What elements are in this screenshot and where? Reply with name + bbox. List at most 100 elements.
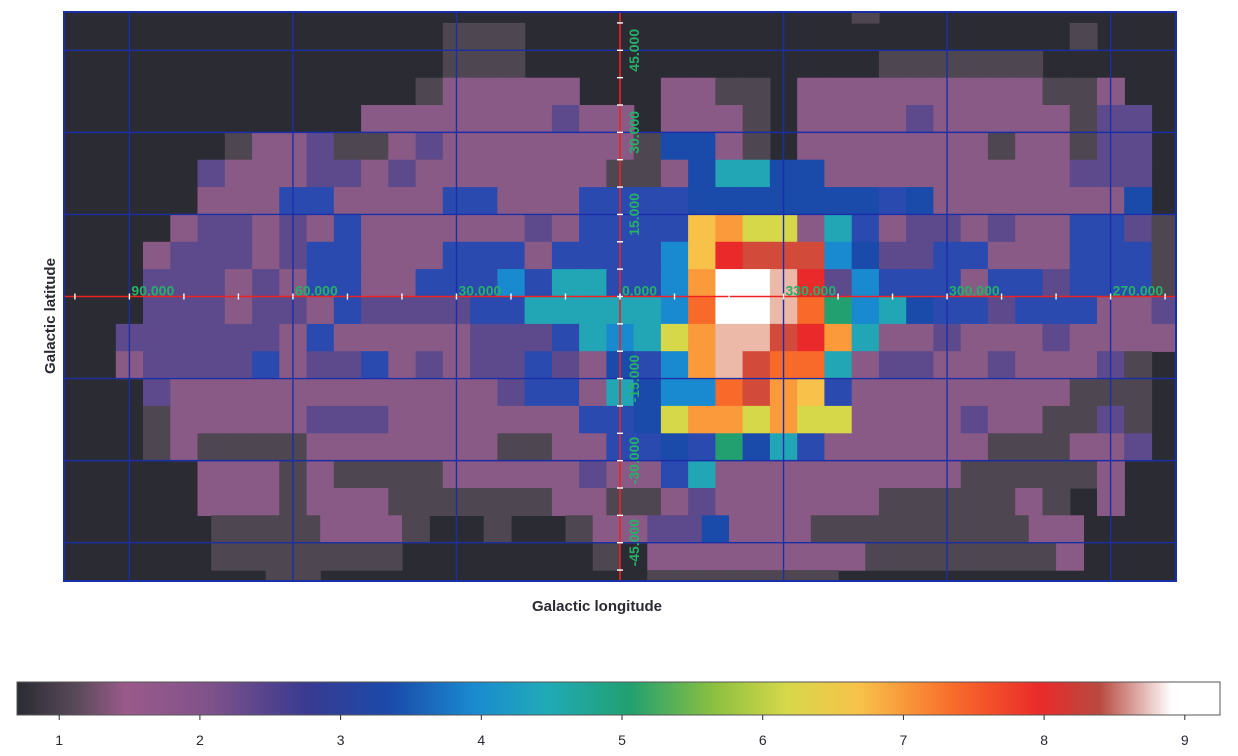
heatmap-cell <box>579 296 607 325</box>
heatmap-cell <box>224 132 253 161</box>
heatmap-cell <box>783 570 812 581</box>
heatmap-cell <box>470 187 498 216</box>
heatmap-cell <box>1015 159 1044 188</box>
heatmap-cell <box>838 515 866 544</box>
heatmap-cell <box>688 460 716 489</box>
heatmap-cell <box>1015 105 1044 133</box>
heatmap-cell <box>238 515 267 544</box>
heatmap-cell <box>906 50 935 79</box>
heatmap-cell <box>960 105 989 133</box>
heatmap-cell <box>524 433 553 462</box>
tick-labels: 90.000 60.000 30.000 0.000 330.000 300.000 270… <box>131 29 1163 567</box>
heatmap-cell <box>742 132 771 161</box>
heatmap-cell <box>960 159 989 188</box>
heatmap-cell <box>674 542 703 571</box>
heatmap-cell <box>960 241 989 270</box>
heatmap-cell <box>688 105 716 133</box>
heatmap-cell <box>579 378 607 407</box>
heatmap-cell <box>415 105 444 133</box>
heatmap-cell <box>660 460 689 489</box>
heatmap-cell <box>824 351 853 380</box>
heatmap-cell <box>1042 132 1071 161</box>
heatmap-cell <box>633 214 662 243</box>
heatmap-cell <box>1015 241 1044 270</box>
heatmap-cell <box>1124 433 1153 462</box>
heatmap-cell <box>797 460 826 489</box>
heatmap-cell <box>197 269 226 298</box>
heatmap-cell <box>524 351 553 380</box>
heatmap-cell <box>333 460 362 489</box>
heatmap-cell <box>906 351 935 380</box>
heatmap-cell <box>1001 542 1030 571</box>
heatmap-cell <box>388 214 417 243</box>
heatmap-cell <box>892 515 921 544</box>
heatmap-cell <box>579 241 607 270</box>
heatmap-cell <box>470 488 498 516</box>
heatmap-cell <box>1069 132 1098 161</box>
heatmap-cell <box>1069 460 1098 489</box>
heatmap-cell <box>742 488 771 516</box>
heatmap-cell <box>252 460 280 489</box>
heatmap-cell <box>415 460 444 489</box>
heatmap-cell <box>388 187 417 216</box>
heatmap-cell <box>470 378 498 407</box>
heatmap-cell <box>1151 269 1176 298</box>
heatmap-cell <box>1015 187 1044 216</box>
heatmap-cell <box>947 515 975 544</box>
heatmap-cell <box>810 515 839 544</box>
heatmap-cell <box>742 351 771 380</box>
heatmap-cell <box>170 405 199 434</box>
heatmap-cell <box>797 433 826 462</box>
heatmap-cell <box>742 405 771 434</box>
heatmap-cell <box>729 515 757 544</box>
heatmap-cell <box>388 405 417 434</box>
heatmap-cell <box>960 460 989 489</box>
heatmap-cell <box>1124 269 1153 298</box>
heatmap-cell <box>497 323 526 352</box>
heatmap-cell <box>224 296 253 325</box>
heatmap-cell <box>579 214 607 243</box>
heatmap-cell <box>824 132 853 161</box>
heatmap-cell <box>688 378 716 407</box>
colorbar-tick-label: 6 <box>759 732 767 748</box>
lat-tick-label: -15.000 <box>626 355 642 403</box>
heatmap-cell <box>333 296 362 325</box>
heatmap-cell <box>1015 323 1044 352</box>
heatmap-cell <box>1124 159 1153 188</box>
heatmap-cell <box>851 296 880 325</box>
heatmap-cell <box>306 159 335 188</box>
heatmap-cell <box>892 542 921 571</box>
heatmap-cell <box>306 132 335 161</box>
heatmap-cell <box>960 433 989 462</box>
heatmap-cell <box>987 241 1016 270</box>
heatmap-cell <box>878 378 907 407</box>
heatmap-cell <box>333 269 362 298</box>
heatmap-cell <box>224 187 253 216</box>
heatmap-cell <box>960 378 989 407</box>
heatmap-cell <box>960 269 989 298</box>
heatmap-cell <box>1124 105 1153 133</box>
heatmap-cell <box>1015 296 1044 325</box>
heatmap-cell <box>960 296 989 325</box>
heatmap-cell <box>824 460 853 489</box>
heatmap-cell <box>1124 187 1153 216</box>
heatmap-cell <box>320 515 349 544</box>
heatmap-cell <box>688 296 716 325</box>
heatmap-cell <box>960 132 989 161</box>
heatmap-cell <box>987 214 1016 243</box>
heatmap-cell <box>1015 460 1044 489</box>
heatmap-cell <box>1042 77 1071 106</box>
colorbar <box>16 681 1221 716</box>
heatmap-cell <box>715 296 744 325</box>
heatmap-cell <box>524 159 553 188</box>
heatmap-cell <box>824 488 853 516</box>
heatmap-cell <box>224 351 253 380</box>
heatmap-cell <box>388 323 417 352</box>
heatmap-cell <box>333 214 362 243</box>
heatmap-cell <box>306 351 335 380</box>
heatmap-cell <box>851 351 880 380</box>
heatmap-cell <box>1028 515 1057 544</box>
heatmap-cell <box>333 159 362 188</box>
heatmap-cell <box>170 351 199 380</box>
heatmap-cell <box>1001 515 1030 544</box>
